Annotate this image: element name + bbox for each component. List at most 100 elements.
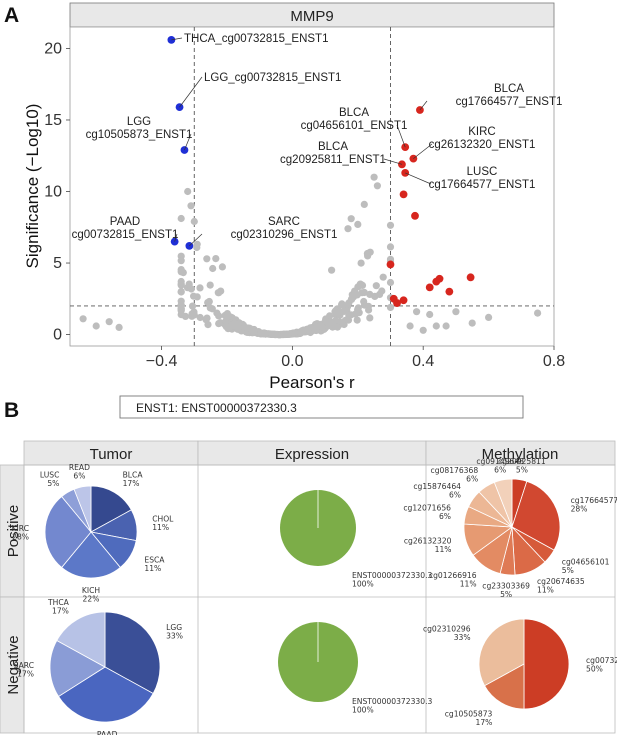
pie-slice	[523, 618, 570, 710]
scatter-point-grey	[426, 310, 434, 319]
scatter-point-grey	[248, 326, 256, 334]
pie-label: BLCA 17%	[123, 471, 144, 489]
label-leader-line	[189, 233, 203, 247]
x-axis-title: Pearson's r	[269, 373, 355, 392]
scatter-point-grey	[206, 281, 214, 289]
scatter-point-grey	[347, 311, 355, 319]
pie-label: cg0073281550%	[586, 656, 617, 674]
scatter-point-grey	[413, 308, 421, 316]
plot-panel	[69, 26, 555, 347]
scatter-point-negative	[170, 237, 179, 246]
pie-label: CHOL 11%	[152, 514, 174, 532]
pie-label: cg15876464 6%	[413, 482, 461, 500]
scatter-point-grey	[234, 320, 242, 328]
y-axis-title: Significance (−Log10)	[23, 104, 42, 269]
scatter-point-grey	[379, 273, 387, 281]
pie-slice	[58, 666, 154, 723]
pie-label: cg20925811 5%	[498, 457, 546, 475]
background-points	[79, 173, 542, 339]
col-header-expression: Expression	[275, 446, 349, 463]
scatter-point-grey	[190, 311, 198, 319]
label-leader-line	[405, 172, 432, 185]
scatter-point-grey	[358, 289, 366, 297]
scatter-point-grey	[228, 321, 236, 329]
pie-label: THCA 17%	[47, 598, 70, 616]
pie-label: ENST00000372330.3 100%	[352, 571, 432, 589]
scatter-point-grey	[187, 202, 195, 210]
scatter-point-grey	[344, 225, 352, 233]
scatter-point-grey	[328, 266, 336, 274]
pie-label: SARC 17%	[14, 661, 34, 679]
grid-frame	[23, 464, 616, 734]
scatter-point-grey	[321, 317, 330, 325]
scatter-point-grey	[177, 214, 185, 223]
label-leader-line	[419, 100, 428, 111]
scatter-point-grey	[468, 319, 476, 327]
scatter-point-grey	[297, 329, 305, 337]
scatter-point-grey	[177, 277, 185, 286]
point-label: BLCA cg04656101_ENST1	[301, 107, 408, 132]
scatter-point-grey	[92, 322, 100, 330]
scatter-point-positive	[411, 211, 419, 220]
scatter-point-grey	[215, 312, 223, 320]
scatter-point-grey	[177, 305, 185, 313]
pie-slice	[61, 531, 121, 579]
x-tick-label: −0.4	[146, 353, 178, 370]
pie-label: cg09149648 6%	[476, 457, 524, 475]
scatter-point-grey	[190, 217, 198, 226]
label-leader-line	[413, 143, 433, 159]
scatter-point-grey	[196, 313, 204, 322]
pie-slice	[511, 480, 561, 551]
pie-methylation-positive: cg20925811 5%cg17664577 28%cg04656101 5%cg2…	[403, 457, 617, 599]
scatter-point-grey	[193, 243, 201, 252]
y-tick-label: 20	[44, 40, 62, 57]
scatter-point-grey	[386, 243, 395, 251]
pie-label: cg26132320 11%	[404, 537, 452, 555]
scatter-point-grey	[339, 301, 347, 309]
scatter-point-grey	[534, 309, 542, 317]
scatter-point-positive	[445, 287, 454, 296]
scatter-point-grey	[333, 323, 342, 331]
pie-label: cg04656101 5%	[562, 558, 610, 576]
scatter-point-grey	[344, 300, 352, 308]
scatter-point-grey	[280, 330, 288, 339]
chart-title: MMP9	[290, 8, 333, 25]
pie-label: cg01266916 11%	[429, 571, 477, 589]
scatter-point-grey	[485, 313, 493, 321]
scatter-point-grey	[326, 312, 334, 320]
scatter-point-grey	[360, 200, 368, 208]
x-tick-label: 0.8	[543, 353, 565, 370]
col-header-tumor: Tumor	[90, 446, 133, 463]
ens-note-box	[119, 395, 524, 419]
pie-label: cg12071656 6%	[403, 503, 451, 521]
scatter-point-grey	[185, 280, 193, 288]
scatter-point-grey	[177, 288, 185, 296]
y-tick-label: 10	[44, 184, 62, 201]
pie-label: ENST00000372330.3 100%	[352, 697, 432, 715]
scatter-point-grey	[115, 323, 123, 331]
scatter-point-positive	[393, 299, 401, 307]
scatter-point-grey	[224, 312, 232, 321]
scatter-point-positive	[466, 273, 475, 282]
scatter-point-grey	[386, 278, 395, 287]
label-leader-line	[383, 158, 403, 165]
scatter-point-grey	[357, 259, 365, 267]
scatter-point-grey	[203, 255, 211, 263]
scatter-point-grey	[347, 215, 355, 223]
scatter-point-grey	[372, 282, 380, 290]
label-leader-line	[184, 133, 192, 151]
y-tick-label: 0	[53, 327, 62, 344]
scatter-point-grey	[190, 292, 198, 300]
pie-label: cg10505873 17%	[445, 709, 493, 727]
threshold-lines	[70, 27, 554, 346]
pie-slice	[73, 485, 92, 533]
point-label: LGG cg10505873_ENST1	[86, 116, 193, 141]
row-header-bg-negative	[0, 596, 25, 734]
label-leader-line	[179, 76, 203, 108]
axes: −0.4 0.0 0.4 0.8 0 5 10 15 20	[44, 40, 565, 370]
scatter-point-grey	[313, 323, 321, 331]
scatter-point-grey	[177, 266, 185, 274]
